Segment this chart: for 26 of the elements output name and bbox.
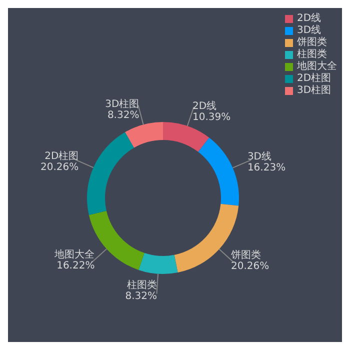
slice-label: 3D柱图	[105, 98, 140, 110]
data-label: 8.32%	[125, 290, 157, 302]
slice-label: 柱图类	[126, 278, 157, 291]
legend-label: 2D柱图	[297, 73, 332, 84]
legend-label: 饼图类	[297, 37, 327, 48]
legend-label: 地图大全	[297, 61, 337, 72]
data-label: 16.23%	[247, 162, 286, 174]
slice-label: 地图大全	[54, 248, 95, 261]
legend-label: 3D线	[297, 25, 322, 36]
data-label: 20.26%	[40, 162, 79, 174]
slice-label: 饼图类	[230, 248, 262, 261]
donut-slice	[163, 122, 210, 152]
donut-slice	[138, 252, 178, 274]
donut-slice	[125, 122, 163, 148]
slice-label: 3D线	[247, 150, 272, 162]
donut-slice	[87, 132, 134, 215]
slice-label: 2D柱图	[44, 150, 79, 162]
data-label: 10.39%	[192, 112, 231, 123]
legend-label: 3D柱图	[297, 85, 332, 97]
slice-label: 2D线	[192, 100, 217, 112]
donut-slice	[198, 138, 239, 206]
data-label: 8.32%	[107, 110, 140, 122]
legend-label: 柱图类	[297, 49, 327, 60]
data-label: 16.22%	[56, 260, 95, 272]
legend-label: 2D线	[297, 13, 322, 24]
data-label: 20.26%	[231, 260, 270, 272]
